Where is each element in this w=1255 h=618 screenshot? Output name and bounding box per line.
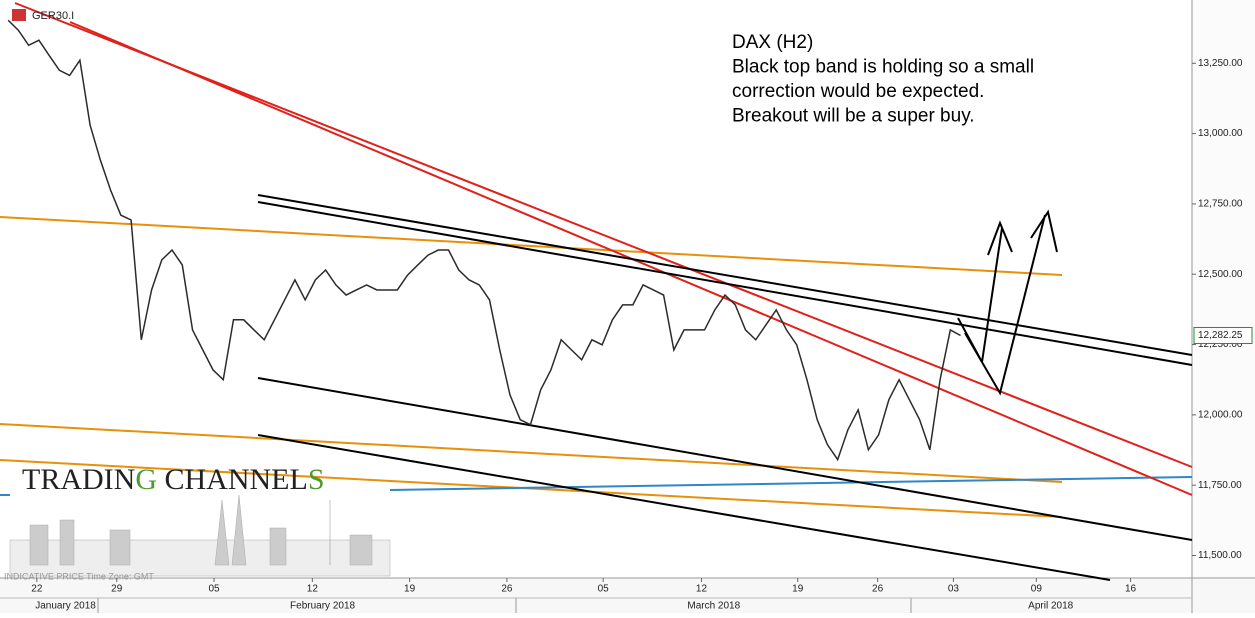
month-separators <box>97 598 912 613</box>
x-tick-label: 19 <box>404 584 416 595</box>
time-axis <box>0 578 1255 613</box>
footer-note: INDICATIVE PRICE Time Zone: GMT <box>4 571 154 581</box>
x-tick-label: 29 <box>111 584 123 595</box>
x-tick-label: 16 <box>1125 584 1137 595</box>
x-tick-label: 26 <box>872 584 884 595</box>
x-tick-label: 19 <box>792 584 804 595</box>
x-tick-label: 05 <box>208 584 220 595</box>
logo-text: TRADING CHANNELS <box>22 463 325 496</box>
y-tick-label: 12,000.00 <box>1198 410 1243 421</box>
annotation: DAX (H2) Black top band is holding so a s… <box>732 32 1034 127</box>
annotation-line: correction would be expected. <box>732 81 984 102</box>
x-tick-label: 22 <box>31 584 43 595</box>
x-tick-label: 09 <box>1031 584 1043 595</box>
annotation-line: Breakout will be a super buy. <box>732 106 975 127</box>
month-label: March 2018 <box>687 601 740 612</box>
y-tick-label: 11,750.00 <box>1198 480 1242 491</box>
last-price-label: 12,282.25 <box>1198 330 1243 341</box>
month-label: April 2018 <box>1028 601 1073 612</box>
symbol[interactable]: GER30.I <box>32 10 74 22</box>
x-tick-label: 12 <box>307 584 319 595</box>
price-line <box>7 19 961 462</box>
x-tick-label: 05 <box>598 584 610 595</box>
x-tick-label: 03 <box>948 584 960 595</box>
trend-lines <box>0 2 1193 581</box>
y-tick-label: 13,250.00 <box>1198 58 1243 69</box>
annotation-line: Black top band is holding so a small <box>732 57 1034 78</box>
month-label: February 2018 <box>290 601 355 612</box>
y-tick-label: 12,500.00 <box>1198 269 1243 280</box>
hand-arrows <box>957 209 1058 396</box>
y-tick-label: 13,000.00 <box>1198 128 1243 139</box>
x-tick-label: 26 <box>501 584 513 595</box>
last-price-box <box>1193 326 1253 344</box>
price-axis <box>1192 0 1255 613</box>
logo-skyline <box>9 494 391 577</box>
annotation-line: DAX (H2) <box>732 32 813 53</box>
y-tick-label: 12,250.00 <box>1198 339 1243 350</box>
month-label: January 2018 <box>35 601 96 612</box>
symbol-icon <box>12 9 26 21</box>
y-tick-label: 12,750.00 <box>1198 199 1243 210</box>
x-tick-label: 12 <box>696 584 708 595</box>
y-tick-label: 11,500.00 <box>1198 550 1242 561</box>
